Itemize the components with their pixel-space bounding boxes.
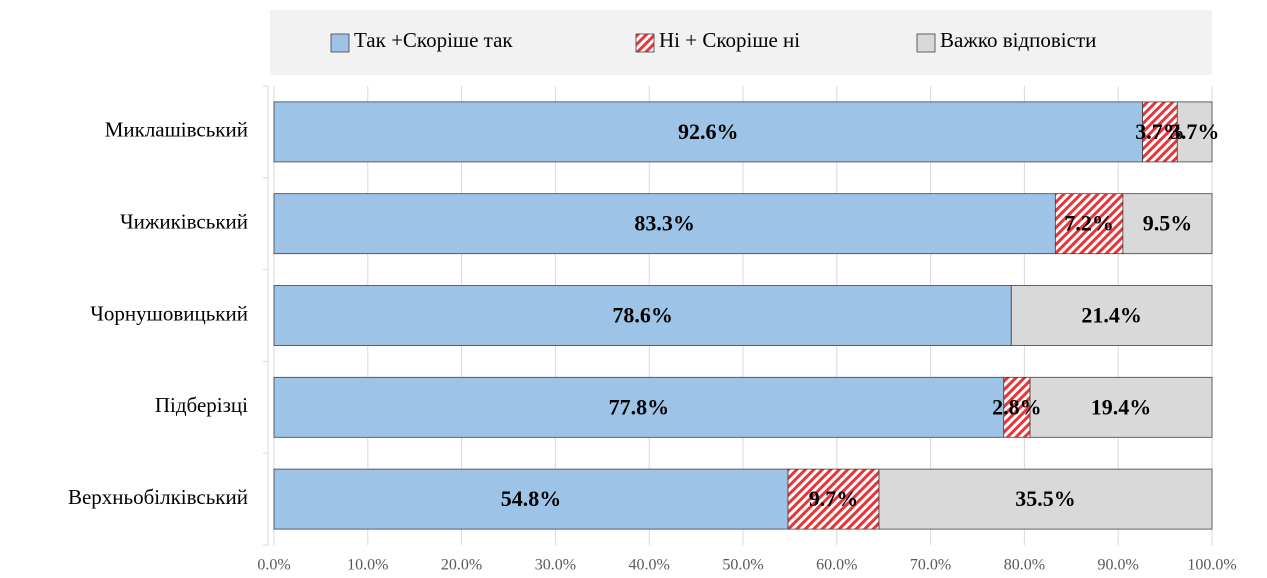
x-tick-label: 30.0% — [535, 557, 576, 574]
legend-marker — [330, 33, 350, 53]
bar-segment — [1176, 101, 1213, 163]
value-label: 35.5% — [1015, 486, 1076, 511]
category-label: Чижиківський — [120, 210, 248, 234]
bar-segment — [1003, 376, 1031, 438]
value-label: 9.5% — [1143, 211, 1193, 236]
legend-label: Ні + Скоріше ні — [659, 28, 800, 52]
value-label: 83.3% — [634, 211, 695, 236]
bar-segment — [273, 285, 1012, 346]
value-label: 9.7% — [809, 486, 859, 511]
category-label: Підберізці — [155, 393, 248, 417]
value-label: 21.4% — [1081, 303, 1142, 328]
x-tick-label: 80.0% — [1004, 557, 1045, 574]
bar-segment — [1054, 193, 1124, 255]
category-label: Верхньобілківський — [68, 485, 248, 509]
legend-label: Так +Скоріше так — [354, 28, 513, 52]
x-tick-label: 20.0% — [441, 557, 482, 574]
bar-segment — [1010, 285, 1213, 346]
bar-segment — [787, 468, 880, 530]
x-tick-label: 60.0% — [816, 557, 857, 574]
x-tick-label: 90.0% — [1098, 557, 1139, 574]
x-tick-label: 50.0% — [722, 557, 763, 574]
value-label: 92.6% — [678, 119, 739, 144]
x-tick-label: 70.0% — [910, 557, 951, 574]
category-label: Чорнушовицький — [90, 301, 248, 325]
category-label: Миклашівський — [105, 118, 248, 142]
x-tick-label: 100.0% — [1187, 557, 1236, 574]
value-label: 2.8% — [992, 394, 1042, 419]
x-tick-label: 10.0% — [347, 557, 388, 574]
bar-segment — [1029, 376, 1213, 438]
value-label: 3.7% — [1135, 119, 1185, 144]
value-label: 54.8% — [501, 486, 562, 511]
legend-box — [270, 10, 1212, 75]
value-label: 19.4% — [1091, 394, 1152, 419]
legend-marker — [916, 33, 936, 53]
value-label: 3.7% — [1170, 119, 1220, 144]
x-tick-label: 40.0% — [629, 557, 670, 574]
legend-label: Важко відповісти — [940, 28, 1096, 52]
value-label: 7.2% — [1064, 211, 1114, 236]
bar-segment — [1122, 193, 1213, 255]
bar-segment — [273, 468, 789, 530]
value-label: 77.8% — [609, 394, 670, 419]
bar-segment — [878, 468, 1213, 530]
x-tick-label: 0.0% — [257, 557, 290, 574]
legend-marker — [635, 33, 655, 53]
bar-segment — [273, 376, 1005, 438]
value-label: 78.6% — [612, 303, 673, 328]
